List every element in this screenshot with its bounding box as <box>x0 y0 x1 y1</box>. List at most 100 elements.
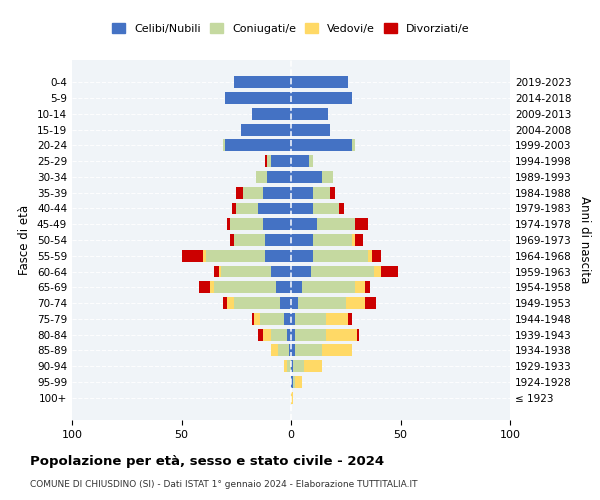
Bar <box>206 250 265 262</box>
Bar <box>291 155 308 167</box>
Bar <box>381 266 398 278</box>
Bar <box>289 344 291 356</box>
Bar <box>291 171 322 183</box>
Bar <box>203 250 206 262</box>
Bar <box>291 92 352 104</box>
Bar <box>291 392 293 404</box>
Bar <box>368 250 372 262</box>
Bar <box>260 313 284 325</box>
Bar <box>236 187 243 198</box>
Bar <box>291 313 295 325</box>
Bar <box>226 140 291 151</box>
Bar <box>355 234 363 246</box>
Bar <box>243 187 263 198</box>
Bar <box>291 297 298 309</box>
Bar <box>291 344 295 356</box>
Bar <box>291 234 313 246</box>
Bar <box>199 282 210 293</box>
Bar <box>298 297 346 309</box>
Bar <box>256 171 267 183</box>
Text: Popolazione per età, sesso e stato civile - 2024: Popolazione per età, sesso e stato civil… <box>30 455 384 468</box>
Bar <box>265 155 267 167</box>
Bar <box>374 266 381 278</box>
Bar <box>313 250 368 262</box>
Bar <box>291 124 331 136</box>
Bar <box>348 313 352 325</box>
Bar <box>291 202 313 214</box>
Bar <box>291 108 328 120</box>
Bar <box>230 218 263 230</box>
Bar <box>230 234 234 246</box>
Bar <box>291 282 302 293</box>
Bar <box>182 250 203 262</box>
Bar <box>313 187 331 198</box>
Bar <box>267 171 291 183</box>
Bar <box>251 313 254 325</box>
Bar <box>234 76 291 88</box>
Bar <box>291 266 311 278</box>
Bar <box>372 250 381 262</box>
Bar <box>275 282 291 293</box>
Bar <box>278 344 289 356</box>
Bar <box>291 140 352 151</box>
Bar <box>267 155 271 167</box>
Bar <box>287 360 291 372</box>
Bar <box>265 234 291 246</box>
Bar <box>223 297 227 309</box>
Bar <box>322 344 352 356</box>
Bar <box>234 297 280 309</box>
Bar <box>291 76 348 88</box>
Bar <box>221 266 271 278</box>
Bar <box>313 234 352 246</box>
Bar <box>263 187 291 198</box>
Bar <box>326 328 357 340</box>
Bar <box>302 282 355 293</box>
Bar <box>258 202 291 214</box>
Bar <box>326 313 348 325</box>
Bar <box>271 344 278 356</box>
Bar <box>223 140 226 151</box>
Bar <box>291 250 313 262</box>
Bar <box>210 282 214 293</box>
Bar <box>291 187 313 198</box>
Bar <box>322 171 332 183</box>
Y-axis label: Anni di nascita: Anni di nascita <box>578 196 591 284</box>
Bar <box>346 297 365 309</box>
Bar <box>304 360 322 372</box>
Bar <box>265 250 291 262</box>
Bar <box>352 140 355 151</box>
Bar <box>234 234 265 246</box>
Text: COMUNE DI CHIUSDINO (SI) - Dati ISTAT 1° gennaio 2024 - Elaborazione TUTTITALIA.: COMUNE DI CHIUSDINO (SI) - Dati ISTAT 1°… <box>30 480 418 489</box>
Bar <box>251 108 291 120</box>
Bar <box>271 328 287 340</box>
Bar <box>308 155 313 167</box>
Bar <box>227 297 234 309</box>
Bar <box>284 360 287 372</box>
Bar <box>293 376 295 388</box>
Bar <box>295 344 322 356</box>
Bar <box>280 297 291 309</box>
Bar <box>295 328 326 340</box>
Bar <box>365 282 370 293</box>
Bar <box>293 360 304 372</box>
Bar <box>339 202 344 214</box>
Bar <box>258 328 263 340</box>
Bar <box>214 282 275 293</box>
Bar <box>271 155 291 167</box>
Bar <box>311 266 374 278</box>
Bar <box>263 328 271 340</box>
Legend: Celibi/Nubili, Coniugati/e, Vedovi/e, Divorziati/e: Celibi/Nubili, Coniugati/e, Vedovi/e, Di… <box>108 19 474 38</box>
Bar <box>226 92 291 104</box>
Y-axis label: Fasce di età: Fasce di età <box>19 205 31 275</box>
Bar <box>352 234 355 246</box>
Bar <box>291 328 295 340</box>
Bar <box>291 376 293 388</box>
Bar <box>271 266 291 278</box>
Bar <box>214 266 219 278</box>
Bar <box>254 313 260 325</box>
Bar <box>219 266 221 278</box>
Bar <box>291 360 293 372</box>
Bar <box>365 297 376 309</box>
Bar <box>317 218 355 230</box>
Bar <box>331 187 335 198</box>
